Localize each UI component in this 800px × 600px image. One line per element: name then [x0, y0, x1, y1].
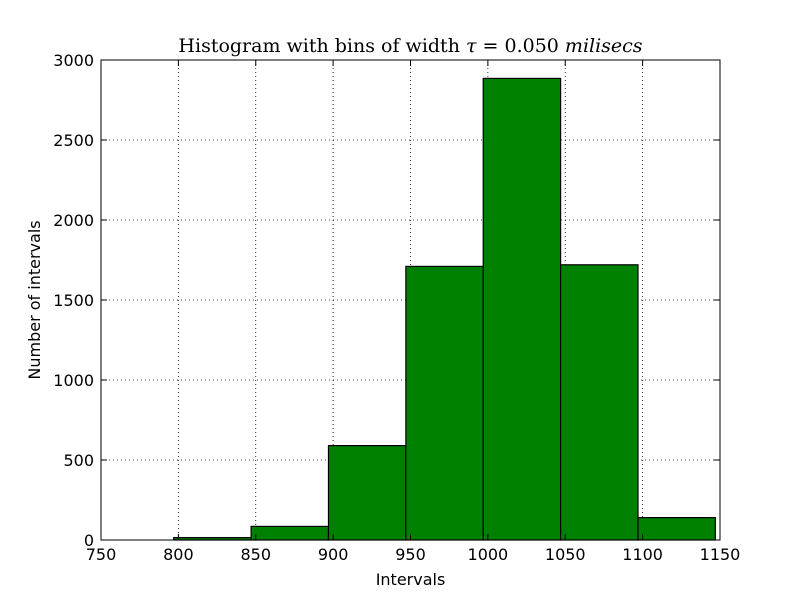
- title-prefix: Histogram with bins of width: [178, 35, 466, 57]
- y-tick-label: 0: [84, 531, 94, 550]
- x-tick-label: 950: [395, 545, 426, 564]
- histogram-bar: [482, 77, 562, 541]
- chart-title: Histogram with bins of width τ = 0.050 m…: [178, 35, 642, 57]
- x-tick-label: 900: [318, 545, 349, 564]
- y-tick-label: 1000: [53, 371, 94, 390]
- histogram-bar: [327, 445, 407, 541]
- title-unit: milisecs: [565, 35, 643, 57]
- x-tick-label: 1050: [545, 545, 586, 564]
- title-equals: = 0.050: [476, 35, 564, 57]
- x-axis-label: Intervals: [376, 570, 446, 589]
- histogram-bar: [560, 264, 639, 541]
- x-tick-label: 1000: [468, 545, 509, 564]
- histogram-bar: [637, 516, 716, 541]
- y-tick-label: 1500: [53, 291, 94, 310]
- y-axis-label: Number of intervals: [25, 220, 44, 379]
- histogram-bar: [405, 265, 484, 541]
- y-tick-label: 3000: [53, 51, 94, 70]
- y-tick-label: 2500: [53, 131, 94, 150]
- x-tick-label: 750: [86, 545, 117, 564]
- y-tick-label: 2000: [53, 211, 94, 230]
- ticks-layer: 750 800 850 900 950 1000 1050 1100 1150 0 500 1000 1…: [53, 51, 740, 564]
- histogram-bar: [250, 525, 330, 541]
- x-tick-label: 1100: [622, 545, 663, 564]
- x-tick-label: 850: [240, 545, 271, 564]
- bars-layer: [173, 77, 716, 541]
- title-symbol: τ: [466, 35, 477, 57]
- y-tick-label: 500: [63, 451, 94, 470]
- x-tick-label: 800: [163, 545, 194, 564]
- x-tick-label: 1150: [700, 545, 741, 564]
